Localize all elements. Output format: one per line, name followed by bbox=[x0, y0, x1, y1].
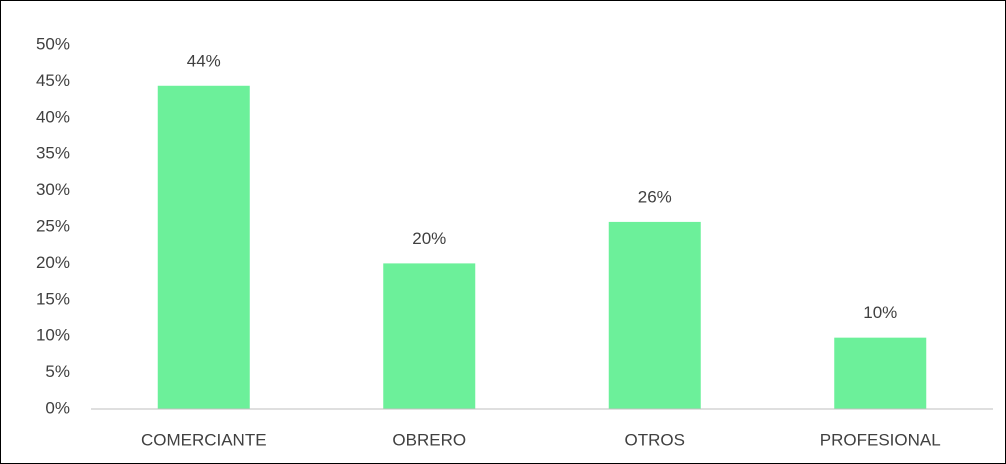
y-tick-label: 30% bbox=[36, 180, 70, 199]
y-tick-label: 35% bbox=[36, 144, 70, 163]
y-tick-label: 20% bbox=[36, 253, 70, 272]
data-label: 44% bbox=[187, 51, 221, 70]
data-label: 10% bbox=[863, 303, 897, 322]
y-tick-label: 25% bbox=[36, 216, 70, 235]
y-tick-label: 5% bbox=[45, 362, 70, 381]
bar bbox=[608, 221, 701, 409]
y-tick-label: 40% bbox=[36, 107, 70, 126]
bar bbox=[383, 263, 476, 409]
y-tick-label: 45% bbox=[36, 71, 70, 90]
bar bbox=[834, 337, 927, 409]
data-label: 20% bbox=[412, 229, 446, 248]
y-tick-label: 10% bbox=[36, 326, 70, 345]
x-tick-label: COMERCIANTE bbox=[141, 430, 267, 449]
y-tick-label: 0% bbox=[45, 398, 70, 417]
y-tick-label: 50% bbox=[36, 34, 70, 53]
data-label: 26% bbox=[638, 187, 672, 206]
x-tick-label: OTROS bbox=[625, 430, 685, 449]
bar bbox=[157, 85, 250, 409]
y-tick-label: 15% bbox=[36, 289, 70, 308]
x-tick-label: OBRERO bbox=[392, 430, 466, 449]
x-tick-label: PROFESIONAL bbox=[820, 430, 941, 449]
